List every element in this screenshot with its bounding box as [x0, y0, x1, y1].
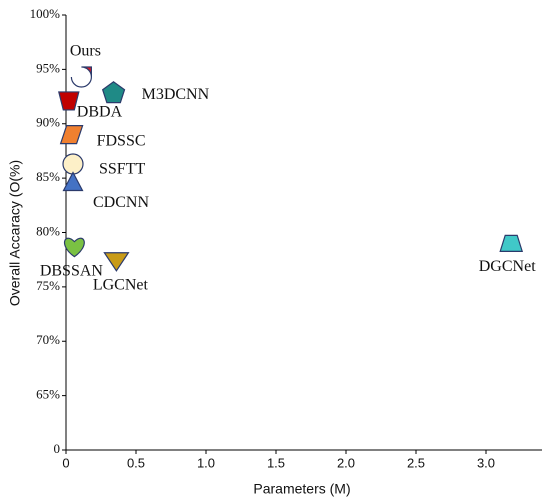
x-tick-label: 2.5	[407, 455, 425, 470]
x-tick-label: 0.5	[127, 455, 145, 470]
x-tick-label: 2.0	[337, 455, 355, 470]
marker	[103, 252, 130, 272]
marker	[62, 171, 84, 192]
point-label: SSFTT	[99, 161, 145, 178]
point-label: DBSSAN	[40, 262, 104, 279]
marker	[64, 237, 85, 258]
point-label: M3DCNN	[142, 86, 210, 103]
point-label: Ours	[70, 43, 101, 60]
y-tick-label: 90%	[36, 115, 60, 130]
marker	[62, 153, 84, 175]
x-tick-label: 3.0	[477, 455, 495, 470]
marker	[101, 81, 126, 104]
x-tick-label: 0	[62, 455, 69, 470]
y-tick-label: 85%	[36, 169, 60, 184]
point-label: LGCNet	[93, 276, 149, 293]
marker	[499, 234, 524, 252]
y-tick-label: 70%	[36, 332, 60, 347]
y-tick-label: 0	[54, 441, 61, 456]
marker	[70, 66, 92, 88]
x-axis-label: Parameters (M)	[253, 481, 350, 497]
y-axis-label: Overall Accaracy (O(%)	[7, 160, 23, 306]
point-label: DBDA	[77, 104, 123, 121]
marker	[59, 125, 84, 145]
x-tick-label: 1.0	[197, 455, 215, 470]
y-tick-label: 100%	[30, 6, 61, 21]
x-tick-label: 1.5	[267, 455, 285, 470]
point-label: DGCNet	[479, 258, 536, 275]
point-label: FDSSC	[97, 132, 146, 149]
y-tick-label: 65%	[36, 387, 60, 402]
y-tick-label: 80%	[36, 223, 60, 238]
y-tick-label: 95%	[36, 60, 60, 75]
marker	[58, 91, 80, 111]
y-tick-label: 75%	[36, 278, 60, 293]
point-label: CDCNN	[93, 194, 149, 211]
